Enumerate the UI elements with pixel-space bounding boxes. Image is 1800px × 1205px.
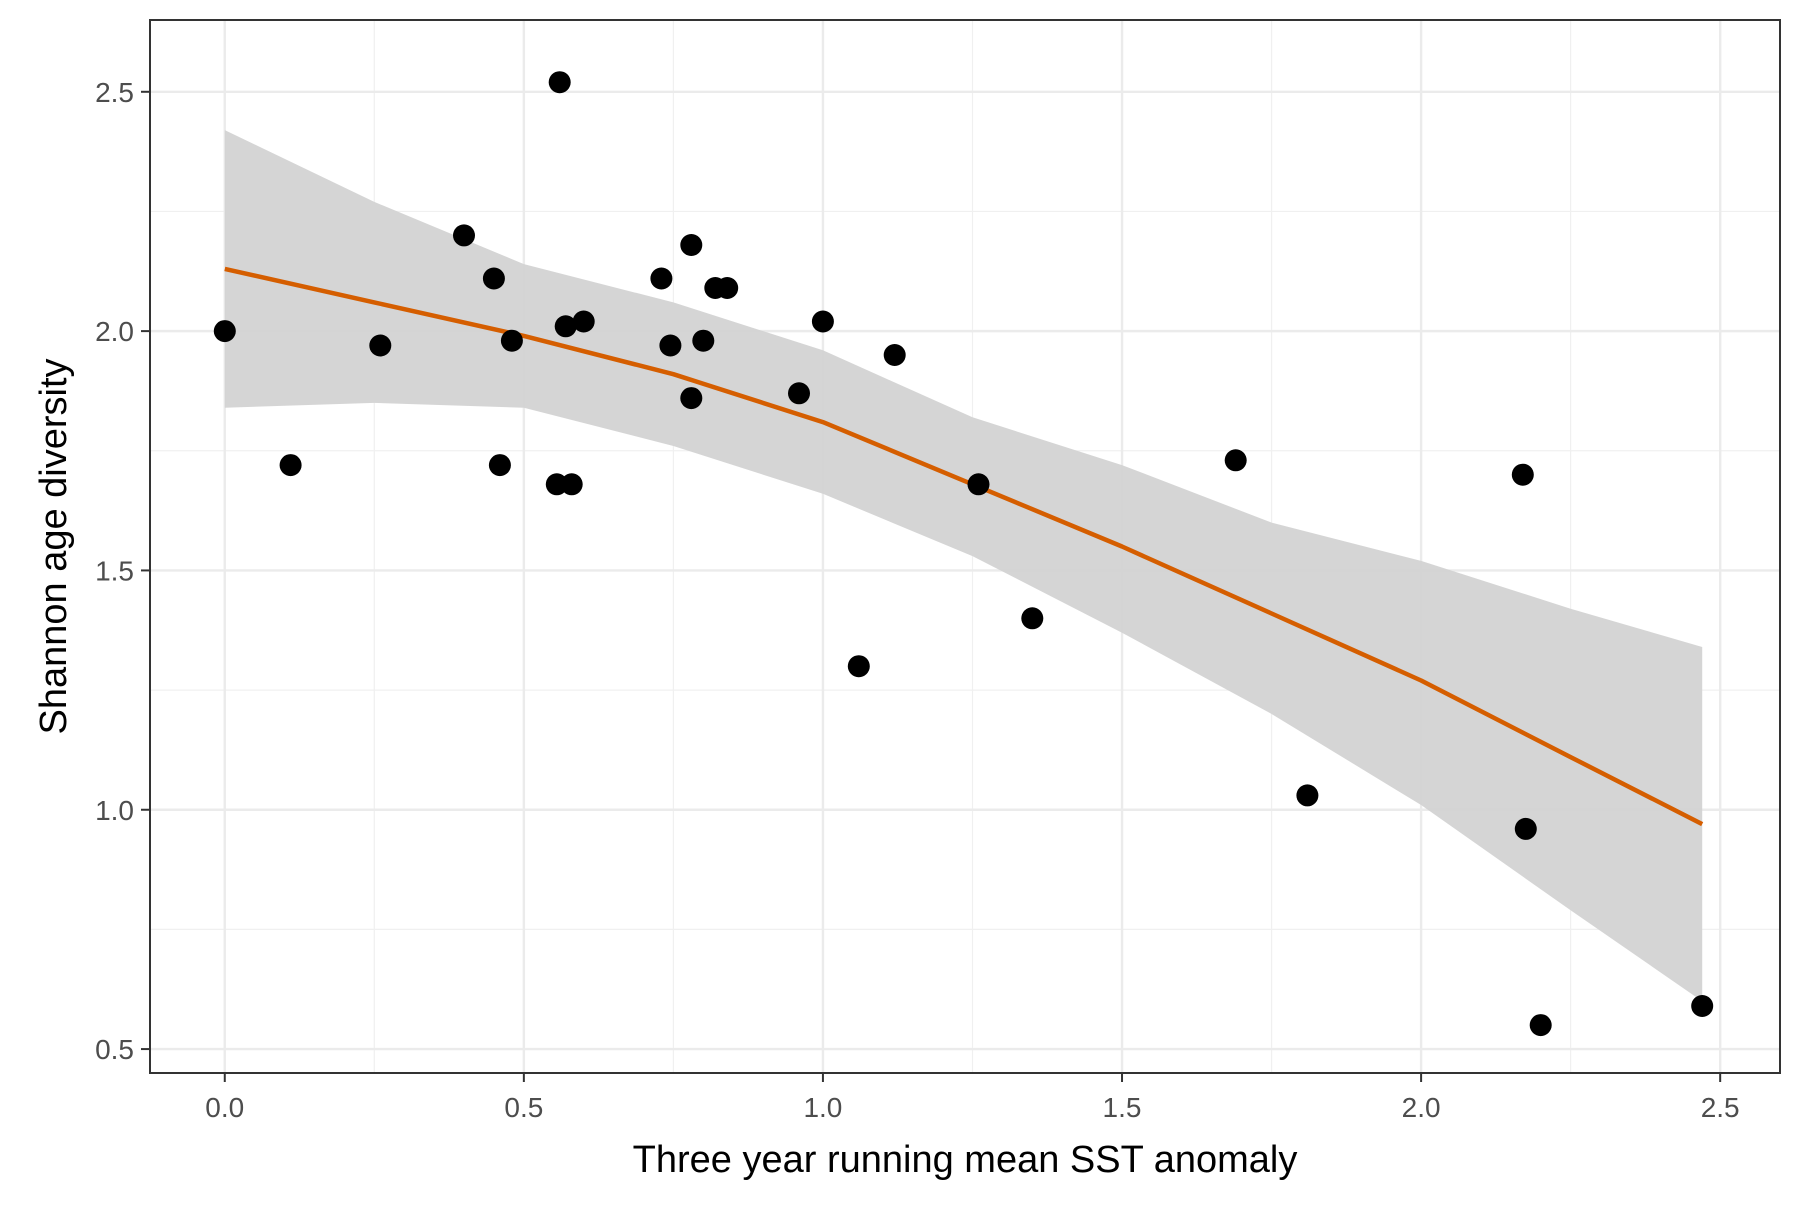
data-point — [453, 224, 475, 247]
y-tick-label: 2.0 — [95, 316, 134, 347]
x-axis: 0.0 0.5 1.0 1.5 2.0 2.5 — [205, 1073, 1740, 1123]
data-point — [488, 454, 511, 477]
grid — [150, 20, 1780, 1073]
data-point — [659, 334, 682, 357]
y-tick-label: 1.0 — [95, 795, 134, 826]
x-tick-label: 2.5 — [1701, 1092, 1740, 1123]
data-point — [1691, 995, 1714, 1017]
x-tick-label: 0.5 — [504, 1092, 543, 1123]
points-group — [213, 71, 1714, 1037]
x-tick-label: 0.0 — [205, 1092, 244, 1123]
y-tick-label: 0.5 — [95, 1034, 134, 1065]
data-point — [692, 329, 715, 352]
x-axis-title: Three year running mean SST anomaly — [633, 1139, 1298, 1181]
x-tick-label: 1.5 — [1103, 1092, 1142, 1123]
confidence-band — [224, 130, 1703, 1002]
confidence-band-group — [224, 130, 1703, 1002]
data-point — [482, 267, 505, 290]
data-point — [548, 71, 571, 94]
data-point — [1511, 463, 1534, 486]
data-point — [716, 277, 739, 299]
data-point — [369, 334, 392, 357]
data-point — [1529, 1014, 1552, 1037]
data-point — [883, 344, 906, 366]
data-point — [1514, 817, 1537, 840]
data-point — [788, 382, 810, 405]
data-point — [811, 310, 834, 333]
x-tick-label: 1.0 — [803, 1092, 842, 1123]
data-point — [554, 315, 577, 338]
data-point — [847, 655, 870, 678]
y-axis: 0.5 1.0 1.5 2.0 2.5 — [95, 77, 150, 1065]
data-point — [213, 320, 236, 343]
data-point — [680, 387, 703, 410]
data-point — [500, 329, 523, 352]
data-point — [967, 473, 990, 496]
y-tick-label: 2.5 — [95, 77, 134, 108]
data-point — [560, 473, 583, 496]
data-point — [650, 267, 673, 290]
data-point — [680, 234, 703, 256]
data-point — [1224, 449, 1247, 472]
y-axis-title: Shannon age diversity — [33, 358, 75, 734]
y-tick-label: 1.5 — [95, 555, 134, 586]
data-point — [1296, 784, 1319, 807]
panel-border — [149, 19, 1781, 1074]
data-point — [572, 310, 595, 333]
data-point — [1021, 607, 1044, 630]
x-tick-label: 2.0 — [1402, 1092, 1441, 1123]
data-point — [279, 454, 302, 477]
